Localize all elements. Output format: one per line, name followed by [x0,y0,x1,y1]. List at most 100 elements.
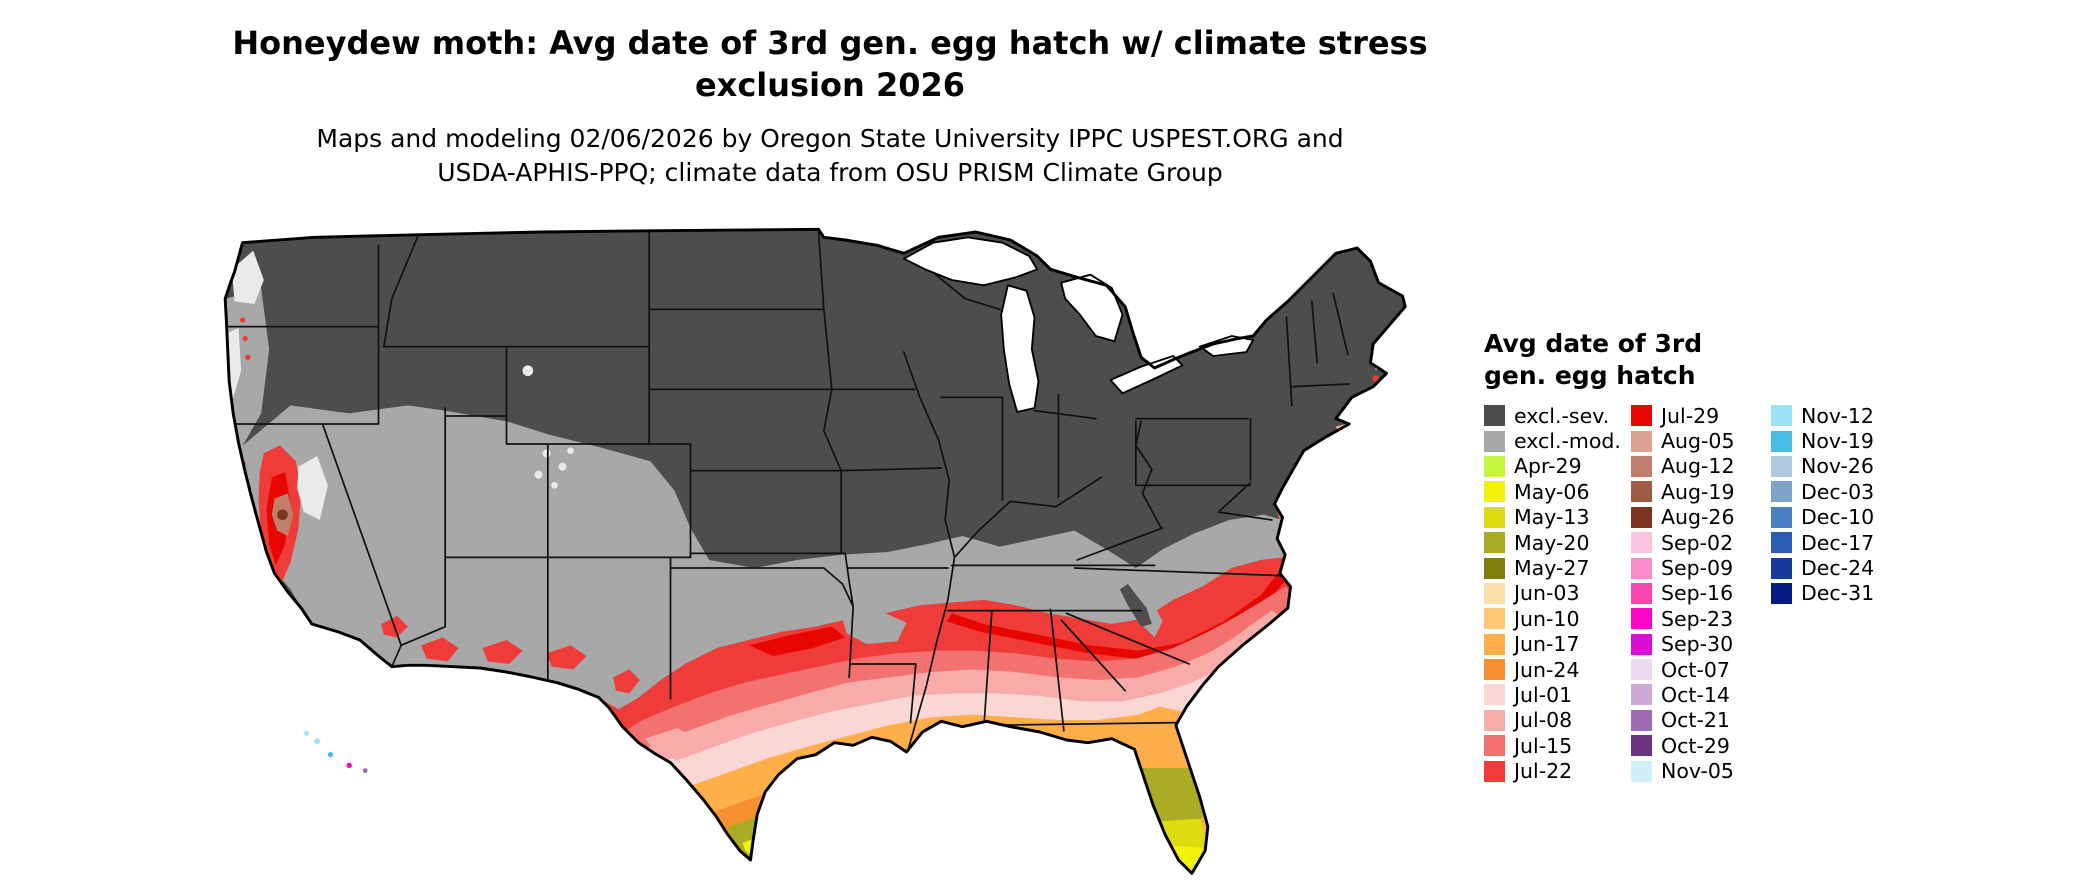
legend-columns: excl.-sev. excl.-mod. Apr-29 May-06 May-… [1484,403,1906,784]
legend-swatch [1631,659,1652,681]
legend-column-2: Jul-29 Aug-05 Aug-12 Aug-19 Aug-26 Sep-0… [1631,403,1771,784]
legend-label: Jul-08 [1514,708,1573,733]
zone-big-bend-pink-patch [645,728,699,760]
legend-label: Dec-31 [1801,581,1875,606]
great-lakes [902,236,1255,413]
legend-swatch [1631,506,1652,528]
subtitle-line1: Maps and modeling 02/06/2026 by Oregon S… [316,124,1344,154]
legend-label: May-27 [1514,556,1590,581]
legend-swatch [1631,532,1652,554]
legend-label: excl.-sev. [1514,403,1610,428]
legend-item: Jul-15 [1484,733,1631,758]
legend-swatch [1631,582,1652,604]
zone-socal-orange-dots [329,636,348,649]
island-dot-cyan-1 [314,738,321,745]
legend-item: Aug-19 [1631,479,1771,504]
legend-swatch [1771,430,1792,452]
legend-label: Aug-26 [1661,505,1735,530]
legend-label: Sep-16 [1661,581,1734,606]
legend-label: Dec-03 [1801,479,1875,504]
legend-swatch [1631,455,1652,477]
legend-label: Jul-29 [1661,403,1720,428]
map-zones [225,229,1406,874]
zone-rockies-light-dots [522,365,574,489]
legend-item: Apr-29 [1484,454,1631,479]
legend-title-line2: gen. egg hatch [1484,360,1696,390]
legend-item: Oct-21 [1631,708,1771,733]
legend-swatch [1631,735,1652,757]
title-line1: Honeydew moth: Avg date of 3rd gen. egg … [232,24,1428,62]
legend-label: Jul-22 [1514,759,1573,784]
zone-willamette-red-dots [239,317,251,360]
legend-item: Jul-29 [1631,403,1771,428]
legend-swatch [1484,608,1505,630]
legend-item: Oct-14 [1631,682,1771,707]
legend-swatch [1484,709,1505,731]
legend-swatch [1484,405,1505,427]
legend-swatch [1631,684,1652,706]
legend-label: Dec-24 [1801,556,1875,581]
legend-swatch [1631,608,1652,630]
legend-item: Dec-31 [1771,581,1906,606]
legend-item: May-20 [1484,530,1631,555]
zone-jul29-swaths [749,570,1286,659]
zone-delaware-magenta-dot [1285,493,1291,499]
zone-gray-overlay-patches [842,570,1163,644]
legend-item: Oct-29 [1631,733,1771,758]
legend-item: Nov-26 [1771,454,1906,479]
legend-item: Aug-12 [1631,454,1771,479]
legend-label: Sep-23 [1661,606,1734,631]
legend-swatch [1484,760,1505,782]
legend-item: Jun-17 [1484,632,1631,657]
legend-item: Jul-01 [1484,682,1631,707]
legend-item: Dec-17 [1771,530,1906,555]
legend-item: excl.-sev. [1484,403,1631,428]
legend-label: Sep-02 [1661,530,1734,555]
zone-excluded-moderate [239,405,1288,710]
legend-swatch [1771,481,1792,503]
legend-item: Dec-03 [1771,479,1906,504]
legend-label: Aug-12 [1661,454,1735,479]
legend-item: Dec-24 [1771,555,1906,580]
legend-label: Jun-03 [1514,581,1580,606]
title-line2: exclusion 2026 [694,66,966,105]
legend-item: Sep-30 [1631,632,1771,657]
legend-label: Oct-14 [1661,682,1730,707]
legend-label: May-06 [1514,479,1590,504]
legend-swatch [1484,455,1505,477]
legend-swatch [1484,557,1505,579]
legend-swatch [1631,633,1652,655]
legend-label: Jul-01 [1514,682,1573,707]
zone-florida-olive-band [1135,768,1206,827]
legend-item: Jul-22 [1484,758,1631,783]
legend-label: Jul-15 [1514,733,1573,758]
legend-label: Aug-19 [1661,479,1735,504]
page-subtitle: Maps and modeling 02/06/2026 by Oregon S… [0,122,1660,190]
legend-swatch [1631,481,1652,503]
island-dot-blue [327,752,334,758]
legend-swatch [1631,760,1652,782]
legend-swatch [1631,557,1652,579]
legend-swatch [1771,557,1792,579]
legend-label: excl.-mod. [1514,429,1621,454]
legend-swatch [1484,430,1505,452]
legend-swatch [1484,582,1505,604]
legend-label: Oct-29 [1661,733,1730,758]
legend-label: Sep-09 [1661,556,1734,581]
channel-islands-dots [304,730,368,774]
legend-label: Oct-07 [1661,657,1730,682]
subtitle-line2: USDA-APHIS-PPQ; climate data from OSU PR… [437,158,1223,188]
zone-pnw-light-patches [226,250,264,403]
us-border-outline [223,227,1407,875]
legend-swatch [1771,455,1792,477]
legend-label: Nov-05 [1661,759,1734,784]
us-choropleth-map [221,224,1408,884]
legend-label: May-13 [1514,505,1590,530]
legend-swatch [1771,506,1792,528]
legend-title: Avg date of 3rd gen. egg hatch [1484,328,1906,391]
legend-label: May-20 [1514,530,1590,555]
legend-swatch [1484,532,1505,554]
legend-label: Sep-30 [1661,632,1734,657]
legend-swatch [1484,735,1505,757]
